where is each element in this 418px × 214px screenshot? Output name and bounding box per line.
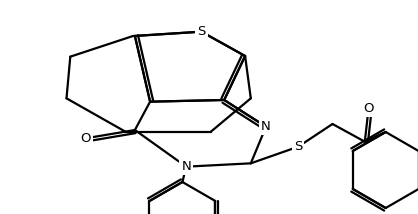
Text: O: O <box>363 102 374 115</box>
Text: S: S <box>294 140 303 153</box>
Text: N: N <box>261 120 271 133</box>
Text: N: N <box>181 160 191 173</box>
Text: O: O <box>80 132 91 145</box>
Text: S: S <box>197 25 206 38</box>
